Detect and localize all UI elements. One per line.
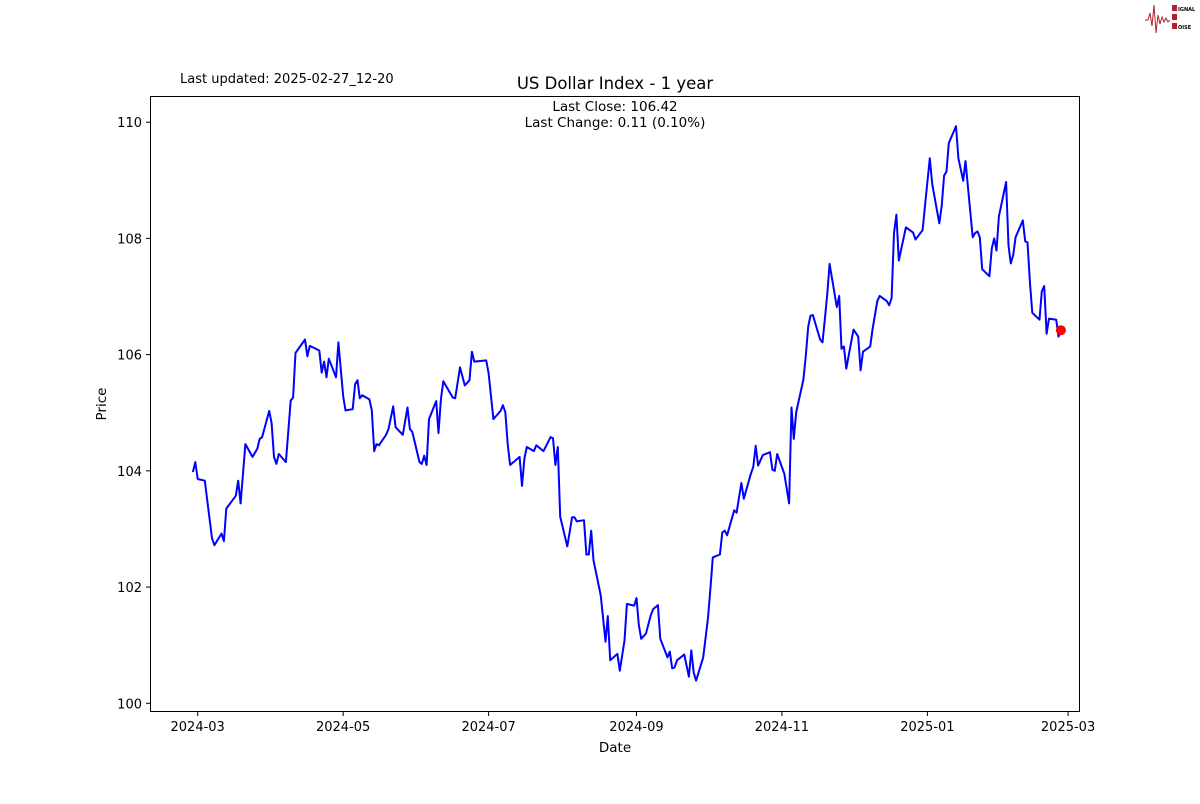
x-tick-label: 2024-03 [171,720,225,735]
y-tick-label: 106 [117,349,142,364]
x-tick-label: 2024-11 [755,720,809,735]
plot-area-frame [150,96,1080,712]
last-change-annotation: Last Change: 0.11 (0.10%) [525,115,706,131]
x-tick-label: 2024-07 [461,720,515,735]
price-line [191,125,1062,682]
y-tick-label: 110 [117,116,142,131]
x-tick-label: 2025-03 [1041,720,1095,735]
last-close-point [1055,325,1066,336]
last-close-annotation: Last Close: 106.42 [552,99,677,115]
x-tick-label: 2024-05 [316,720,370,735]
signal-2-noise-logo: IGNAL OISE [1145,4,1196,34]
y-tick-label: 108 [117,232,142,247]
last-updated-label: Last updated: 2025-02-27_12-20 [180,72,394,87]
svg-text:OISE: OISE [1178,25,1192,31]
y-tick-label: 104 [117,465,142,480]
y-tick-label: 102 [117,581,142,596]
x-tick-label: 2025-01 [900,720,954,735]
x-axis-label: Date [599,740,631,756]
y-axis-label: Price [94,388,110,421]
y-tick-label: 100 [117,697,142,712]
svg-text:IGNAL: IGNAL [1178,7,1196,13]
x-tick-label: 2024-09 [609,720,663,735]
chart-title: US Dollar Index - 1 year [517,74,714,93]
